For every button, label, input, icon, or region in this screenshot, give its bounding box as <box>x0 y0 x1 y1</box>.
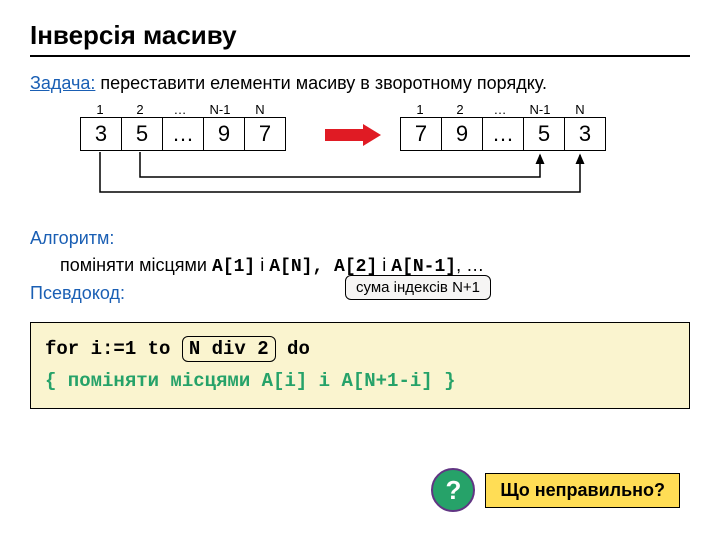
algo-sep: , <box>312 257 334 277</box>
cell: 3 <box>565 118 605 150</box>
code-l1b: do <box>276 338 310 360</box>
task-line: Задача: переставити елементи масиву в зв… <box>30 73 690 94</box>
code-l1a: for i:=1 to <box>45 338 182 360</box>
cell: 5 <box>524 118 565 150</box>
cell: 9 <box>442 118 483 150</box>
question-callout: ? Що неправильно? <box>431 468 680 512</box>
arrow-icon <box>325 124 383 146</box>
algo-d: A[N-1] <box>391 257 456 277</box>
slide-title: Інверсія масиву <box>30 20 690 57</box>
cell: 7 <box>245 118 285 150</box>
algorithm-line: поміняти місцями A[1] і A[N], A[2] і A[N… <box>60 255 690 277</box>
code-line-1: for i:=1 to N div 2 do <box>45 333 675 365</box>
cells-right: 7 9 … 5 3 <box>400 117 606 151</box>
idx: … <box>480 102 520 117</box>
idx: N <box>560 102 600 117</box>
algo-mid2: і <box>377 255 391 275</box>
question-icon: ? <box>431 468 475 512</box>
idx: N-1 <box>200 102 240 117</box>
code-line-2: { поміняти місцями A[i] і A[N+1-i] } <box>45 365 675 397</box>
task-label: Задача: <box>30 73 95 93</box>
indices-left: 1 2 … N-1 N <box>80 102 286 117</box>
cell: 7 <box>401 118 442 150</box>
algo-a: A[1] <box>212 257 255 277</box>
idx: 2 <box>120 102 160 117</box>
algo-b: A[N] <box>269 257 312 277</box>
algorithm-label: Алгоритм: <box>30 228 690 249</box>
slide: Інверсія масиву Задача: переставити елем… <box>0 0 720 540</box>
idx: … <box>160 102 200 117</box>
cells-left: 3 5 … 9 7 <box>80 117 286 151</box>
idx: N <box>240 102 280 117</box>
idx: 1 <box>400 102 440 117</box>
indices-right: 1 2 … N-1 N <box>400 102 606 117</box>
question-mark: ? <box>445 475 461 506</box>
cell: 3 <box>81 118 122 150</box>
array-right: 1 2 … N-1 N 7 9 … 5 3 <box>400 102 606 151</box>
cell: 5 <box>122 118 163 150</box>
cell: … <box>483 118 524 150</box>
idx: 2 <box>440 102 480 117</box>
algo-mid: і <box>255 255 269 275</box>
idx: N-1 <box>520 102 560 117</box>
task-text: переставити елементи масиву в зворотному… <box>95 73 547 93</box>
idx: 1 <box>80 102 120 117</box>
index-sum-note: сума індексів N+1 <box>345 275 491 300</box>
cell: 9 <box>204 118 245 150</box>
algo-suffix: , … <box>456 255 484 275</box>
algo-c: A[2] <box>334 257 377 277</box>
arrays-diagram: 1 2 … N-1 N 3 5 … 9 7 1 2 … N-1 <box>30 102 690 222</box>
question-text: Що неправильно? <box>485 473 680 508</box>
cell: … <box>163 118 204 150</box>
code-highlight: N div 2 <box>182 336 276 362</box>
array-left: 1 2 … N-1 N 3 5 … 9 7 <box>80 102 286 151</box>
code-box: for i:=1 to N div 2 do { поміняти місцям… <box>30 322 690 409</box>
algo-prefix: поміняти місцями <box>60 255 212 275</box>
